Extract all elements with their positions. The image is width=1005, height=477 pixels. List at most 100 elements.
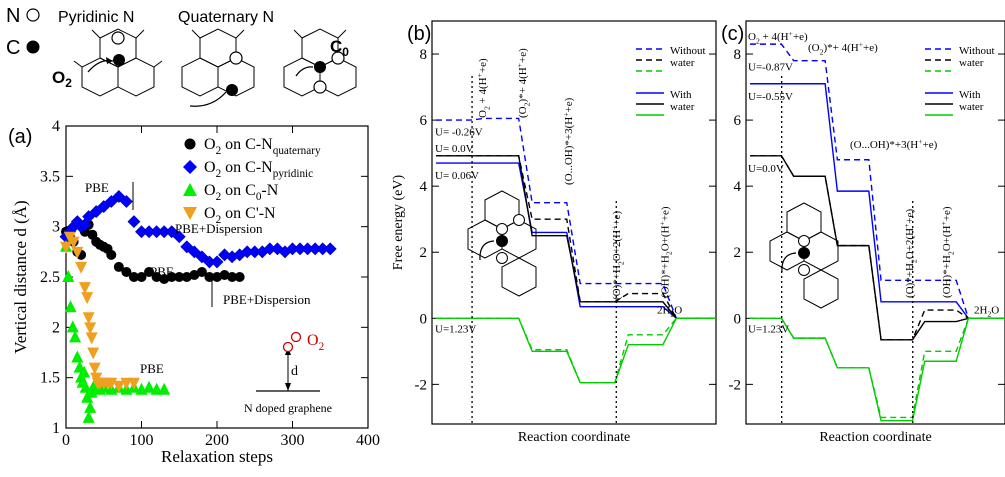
o2-schematic-label: O2 bbox=[52, 68, 72, 90]
data-point bbox=[66, 320, 79, 333]
energy-profile-line bbox=[436, 117, 716, 319]
potential-label: U= -0.26V bbox=[435, 126, 483, 138]
energy-series-0 bbox=[750, 43, 1005, 319]
legend-marker bbox=[183, 183, 197, 196]
energy-series-2 bbox=[436, 162, 716, 319]
data-point bbox=[84, 400, 97, 413]
carbon-atom bbox=[798, 247, 810, 259]
legend-marker bbox=[184, 138, 196, 150]
data-point bbox=[82, 210, 96, 224]
energy-profile-line bbox=[436, 155, 716, 319]
y-tick-label: 6 bbox=[734, 113, 742, 129]
y-tick-label: 4 bbox=[420, 179, 428, 195]
inset-o2-label: O2 bbox=[307, 332, 324, 353]
data-point bbox=[174, 272, 185, 282]
hexagon bbox=[467, 219, 503, 259]
step-label: (O)*+H2O+2(H++e) bbox=[902, 209, 918, 298]
data-point bbox=[71, 246, 84, 259]
data-point bbox=[60, 241, 72, 254]
data-point bbox=[195, 250, 209, 264]
data-point bbox=[136, 272, 147, 282]
energy-series-5 bbox=[436, 317, 716, 384]
nitrogen-atom bbox=[798, 264, 810, 276]
potential-label: U=-0.87V bbox=[748, 62, 793, 74]
pyridinic-n-atom bbox=[111, 31, 125, 45]
data-point bbox=[219, 269, 230, 280]
data-point bbox=[144, 266, 155, 277]
legend-marker bbox=[183, 160, 197, 174]
data-point bbox=[89, 205, 103, 218]
data-point bbox=[166, 272, 177, 282]
data-point bbox=[82, 410, 95, 423]
data-point bbox=[189, 269, 200, 280]
data-point bbox=[78, 282, 91, 295]
schematic: N C Pyridinic N Quaternary N O2 bbox=[6, 5, 357, 107]
inset-d-label: d bbox=[291, 364, 298, 379]
panel-b-free-energy-chart: -2 0 2 4 6 8 Reaction coordinate Free energy (e… bbox=[391, 20, 717, 445]
step-label: (O...OH)*+3(H++e) bbox=[561, 97, 575, 185]
step-label: O2 + 4(H++e) bbox=[748, 29, 808, 45]
o2-approach-arrow-2-icon bbox=[189, 91, 227, 107]
data-point bbox=[79, 380, 92, 393]
plot-frame bbox=[431, 20, 717, 425]
y-tick-label: 3.5 bbox=[40, 168, 60, 185]
data-point bbox=[78, 365, 91, 378]
data-point bbox=[64, 300, 77, 313]
x-tick-label: 100 bbox=[130, 432, 154, 449]
y-tick-label: -2 bbox=[415, 377, 428, 393]
approach-arrow-icon bbox=[781, 252, 797, 273]
legend-label: water bbox=[959, 57, 984, 69]
legend-marker bbox=[183, 207, 197, 220]
data-point bbox=[81, 292, 94, 305]
x-axis-label: Reaction coordinate bbox=[518, 430, 630, 445]
data-point bbox=[85, 332, 98, 345]
panel-label: (b) bbox=[407, 23, 431, 45]
legend-label: water bbox=[670, 101, 695, 113]
data-point bbox=[71, 350, 84, 363]
energy-series-3 bbox=[436, 155, 716, 319]
nitrogen-marker-icon bbox=[26, 8, 40, 22]
energy-profile-line bbox=[436, 317, 716, 384]
legend-label: water bbox=[670, 57, 695, 69]
legend-label: O2 on C0-N bbox=[204, 182, 279, 203]
legend-label: Without bbox=[959, 45, 995, 57]
y-tick-label: 2 bbox=[52, 319, 60, 336]
x-axis-label: Relaxation steps bbox=[161, 447, 273, 466]
y-tick-label: 2 bbox=[420, 245, 428, 261]
y-tick-label: 3 bbox=[52, 219, 60, 236]
data-point bbox=[120, 377, 133, 390]
data-point bbox=[113, 261, 124, 272]
inset-caption: N doped graphene bbox=[244, 401, 332, 415]
legend-label: O2 on C-Nquaternary bbox=[204, 136, 321, 157]
y-tick-label: 1.5 bbox=[40, 370, 60, 387]
step-label: (O2)*+ 4(H++e) bbox=[808, 40, 878, 56]
approach-arrow-icon bbox=[479, 240, 495, 261]
data-point bbox=[323, 242, 337, 256]
step-label: (OH)*+H2O+(H++e) bbox=[657, 206, 673, 298]
energy-series-5 bbox=[750, 317, 1005, 422]
panel-label: (c) bbox=[721, 23, 744, 45]
data-point bbox=[212, 272, 222, 282]
y-tick-label: 4 bbox=[734, 179, 742, 195]
pyridinic-lattice-diagram bbox=[73, 28, 163, 97]
potential-label: U= 0.06V bbox=[435, 170, 479, 182]
y-tick-label: 0 bbox=[734, 311, 742, 327]
data-point bbox=[159, 274, 170, 285]
y-tick-label: 0 bbox=[420, 311, 428, 327]
oxygen-atom-icon bbox=[290, 331, 302, 343]
data-point bbox=[106, 249, 117, 260]
pyridinic-title: Pyridinic N bbox=[58, 9, 134, 26]
legend-label: O2 on C'-N bbox=[204, 205, 276, 226]
annotation-pbe: PBE bbox=[85, 180, 109, 195]
potential-label: U=0.0V bbox=[748, 163, 784, 175]
data-point bbox=[112, 380, 125, 393]
data-point bbox=[151, 272, 162, 282]
annotation-pbe-dispersion: PBE+Dispersion bbox=[175, 221, 263, 236]
data-point bbox=[127, 215, 141, 229]
step-label: O2 + 4(H++e) bbox=[475, 58, 491, 118]
x-tick-label: 200 bbox=[205, 432, 229, 449]
data-point bbox=[128, 272, 139, 282]
energy-profile-line bbox=[750, 83, 1005, 319]
data-point bbox=[87, 347, 100, 360]
